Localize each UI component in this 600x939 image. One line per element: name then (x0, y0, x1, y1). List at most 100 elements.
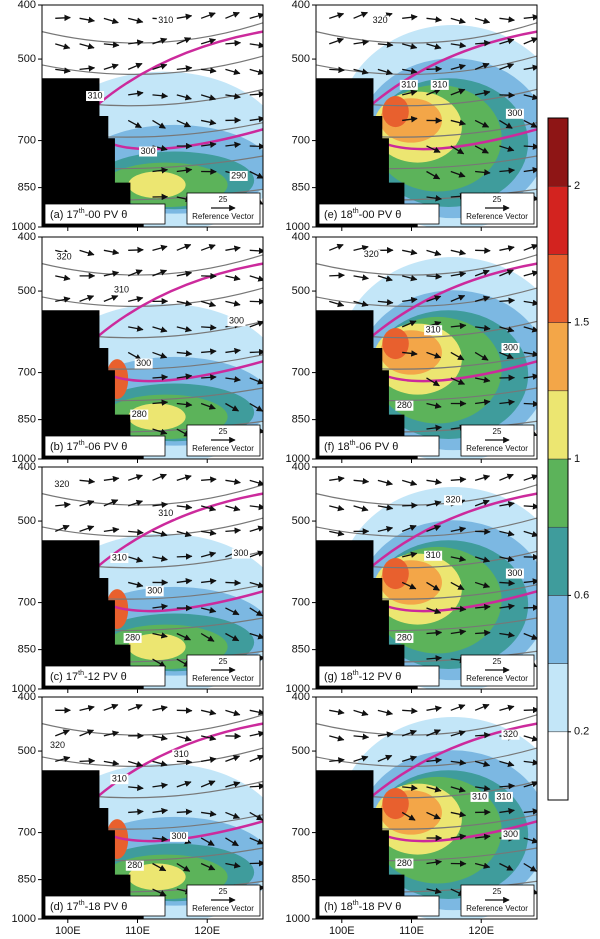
y-tick-label: 400 (292, 691, 310, 703)
panel-plot: 320 310 310 300 300 280 (42, 467, 263, 689)
contour-label: 300 (503, 829, 518, 839)
wind-vector (426, 351, 442, 359)
wind-vector (450, 271, 467, 278)
panel-label-end: -06 PV θ (85, 441, 128, 453)
wind-vector (152, 428, 168, 435)
wind-vector (152, 782, 168, 789)
wind-vector (128, 760, 144, 768)
terrain (42, 310, 144, 459)
wind-vector (474, 17, 491, 24)
wind-vector (152, 658, 166, 668)
wind-vector (353, 39, 370, 46)
panel-frame (41, 4, 264, 228)
wind-vector (523, 632, 537, 640)
contour-label: 310 (426, 550, 441, 560)
wind-vector (176, 553, 193, 560)
wind-vector (450, 63, 466, 71)
contour-label-bg (227, 316, 246, 327)
wind-vector (523, 735, 537, 742)
colorbar-tick-label: 1 (574, 453, 580, 465)
panel-label-main: (h) 18 (324, 901, 353, 913)
wind-vector (249, 811, 263, 821)
terrain (316, 78, 418, 227)
colorbar-swatch (547, 458, 569, 528)
wind-vector (55, 67, 71, 74)
wind-vector (523, 299, 537, 307)
wind-vector (201, 348, 217, 355)
wind-vector (249, 170, 263, 179)
wind-vector (475, 39, 491, 47)
wind-vector (353, 274, 369, 281)
contour-label: 310 (158, 508, 173, 518)
wind-vector (176, 37, 192, 45)
wind-vector (523, 781, 537, 788)
wind-vector (450, 628, 467, 636)
wind-vector (426, 786, 442, 793)
wind-vector (79, 757, 96, 765)
colorbar-swatch (547, 185, 569, 255)
colorbar-swatch (547, 526, 569, 596)
reference-label: Reference Vector (192, 212, 254, 221)
wind-vector (426, 273, 443, 280)
wind-vector (329, 735, 345, 742)
wind-vector (402, 67, 418, 75)
colorbar-swatch (547, 117, 569, 187)
y-tick-label: 400 (18, 231, 36, 243)
y-tick-label: 1000 (286, 453, 310, 465)
wind-vector (402, 43, 418, 50)
colorbar-tick-label: 2 (574, 180, 580, 192)
wind-vector (426, 402, 442, 409)
wind-vector (249, 275, 263, 282)
panel-label: (c) 17th-12 PV θ (50, 670, 127, 683)
terrain (42, 770, 144, 919)
panel-label-sup: th (350, 440, 356, 447)
contour-label: 280 (127, 860, 142, 870)
contour-label-bg (123, 632, 142, 643)
wind-vector (474, 269, 490, 277)
y-tick-label: 1000 (286, 221, 310, 233)
wind-vector (176, 270, 193, 278)
panel-plot: 310 310 300 290 (42, 5, 263, 227)
y-tick-label: 1000 (286, 683, 310, 695)
wind-vector (402, 551, 418, 558)
contour-label-bg (444, 495, 463, 506)
wind-vector (249, 581, 263, 589)
isentrope (316, 254, 537, 276)
wind-vector (377, 709, 394, 716)
wind-vector (450, 145, 465, 155)
wind-vector (152, 244, 168, 252)
wind-vector (499, 704, 515, 712)
wind-vector (426, 887, 442, 895)
wind-vector (474, 295, 491, 303)
wind-vector (377, 504, 394, 511)
wind-vector (152, 473, 167, 481)
wind-vector (499, 501, 515, 508)
wind-vector (225, 478, 241, 485)
wind-vector (523, 119, 537, 128)
contour-label-bg (55, 251, 74, 262)
y-tick-label: 1000 (12, 913, 36, 925)
wind-vector (353, 244, 369, 252)
wind-vector (523, 400, 537, 408)
wind-vector (200, 38, 217, 45)
wind-vector (523, 326, 537, 333)
wind-vector (225, 141, 241, 149)
wind-vector (474, 119, 490, 128)
wind-vector (499, 297, 516, 304)
wind-vector (450, 786, 466, 793)
isentrope-highlight (381, 128, 537, 151)
wind-vector (152, 705, 168, 712)
wind-vector (377, 275, 393, 282)
wind-vector (225, 632, 240, 642)
pv-shading (382, 558, 409, 590)
wind-vector (426, 377, 440, 387)
y-tick-label: 500 (292, 285, 310, 297)
panel: 320 310 300 280 (g) 18th-12 PV θ 25 Reference … (286, 461, 538, 695)
wind-vector (176, 300, 193, 307)
panel-label: (d) 17th-18 PV θ (50, 900, 127, 913)
wind-vector (499, 326, 515, 333)
panel-label-main: (c) 17 (50, 671, 78, 683)
wind-vector (225, 274, 241, 282)
wind-vector (499, 269, 514, 277)
wind-vector (329, 757, 345, 764)
